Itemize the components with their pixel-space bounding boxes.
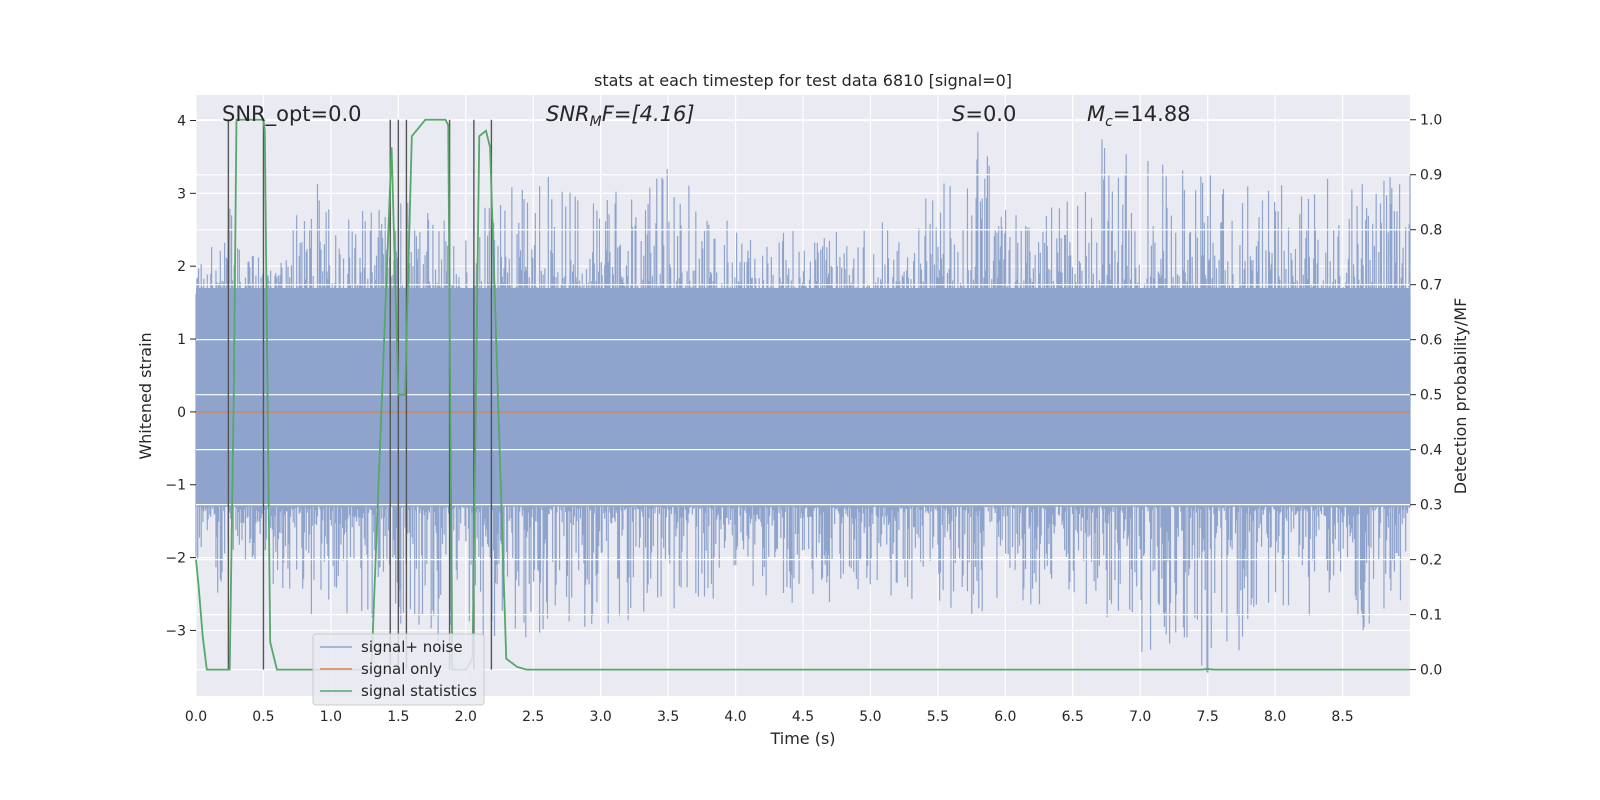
annotation-s-rest: =0.0 [965, 102, 1016, 126]
y2-tick-labels: 0.0 0.1 0.2 0.3 0.4 0.5 0.6 0.7 0.8 0.9 1.0 [1410, 113, 1442, 679]
annotation-mc-sub: c [1105, 114, 1113, 130]
chart-title: stats at each timestep for test data 681… [594, 71, 1012, 90]
annotation-s: S=0.0 [952, 102, 1016, 126]
legend-box [312, 633, 485, 706]
y2-tick-label: 0.4 [1420, 443, 1442, 459]
x-tick-label: 2.5 [522, 709, 544, 725]
annotation-snr-mf-rest: F=[4.16] [602, 102, 695, 126]
y-axis-label: Whitened strain [136, 332, 155, 459]
y-tick-labels: −3 −2 −1 0 1 2 3 4 [165, 113, 196, 639]
x-tick-label: 6.0 [994, 709, 1016, 725]
annotation-snr-mf-main: SNR [546, 102, 590, 126]
y2-tick-label: 0.8 [1420, 223, 1442, 239]
y2-tick-label: 0.5 [1420, 388, 1442, 404]
y2-tick-label: 0.2 [1420, 553, 1442, 569]
x-tick-label: 4.0 [724, 709, 746, 725]
y2-axis-label: Detection probability/MF [1451, 298, 1470, 495]
annotation-snr-opt: SNR_opt=0.0 [222, 102, 362, 127]
x-axis-label: Time (s) [769, 729, 835, 748]
x-tick-label: 5.0 [859, 709, 881, 725]
x-tick-label: 1.5 [387, 709, 409, 725]
y2-tick-label: 0.0 [1420, 663, 1442, 679]
legend-label-noise: signal+ noise [361, 638, 463, 656]
y-tick-label: −3 [165, 623, 186, 639]
x-tick-labels: 0.0 0.5 1.0 1.5 2.0 2.5 3.0 3.5 4.0 4.5 5.0 5.5 6.0 6… [185, 709, 1354, 725]
y-tick-label: −2 [165, 551, 186, 567]
x-tick-label: 7.5 [1197, 709, 1219, 725]
annotation-snr-mf-sub: M [590, 114, 602, 130]
legend-label-stats: signal statistics [361, 682, 477, 700]
x-tick-label: 7.0 [1129, 709, 1151, 725]
y2-tick-label: 0.7 [1420, 278, 1442, 294]
x-tick-label: 1.0 [320, 709, 342, 725]
y2-tick-label: 0.3 [1420, 498, 1442, 514]
x-tick-label: 5.5 [927, 709, 949, 725]
x-tick-label: 3.0 [590, 709, 612, 725]
x-tick-label: 0.5 [252, 709, 274, 725]
legend-label-signal: signal only [361, 660, 442, 678]
y-tick-label: 4 [177, 113, 186, 129]
x-tick-label: 3.5 [657, 709, 679, 725]
signal-statistics-series [195, 118, 1410, 671]
x-tick-label: 8.0 [1264, 709, 1286, 725]
noise-trace [195, 131, 1411, 673]
annotation-s-main: S [952, 102, 965, 126]
y-tick-label: 2 [177, 259, 186, 275]
y-tick-label: 3 [177, 186, 186, 202]
y-tick-label: −1 [165, 478, 186, 494]
annotation-snr-mf: SNRMF=[4.16] [546, 102, 695, 130]
y2-tick-label: 0.1 [1420, 608, 1442, 624]
x-tick-label: 4.5 [792, 709, 814, 725]
x-tick-label: 2.0 [455, 709, 477, 725]
x-tick-label: 6.5 [1062, 709, 1084, 725]
legend: signal+ noise signal only signal statist… [312, 633, 485, 706]
annotation-mc: Mc=14.88 [1087, 102, 1191, 130]
x-tick-label: 8.5 [1331, 709, 1353, 725]
x-tick-label: 0.0 [185, 709, 207, 725]
annotation-mc-rest: =14.88 [1113, 102, 1191, 126]
y-tick-label: 1 [177, 332, 186, 348]
y-tick-label: 0 [177, 405, 186, 421]
y2-tick-label: 1.0 [1420, 113, 1442, 129]
annotation-mc-main: M [1087, 102, 1105, 126]
y2-tick-label: 0.6 [1420, 333, 1442, 349]
signal-statistics-line [195, 118, 1410, 671]
y2-tick-label: 0.9 [1420, 168, 1442, 184]
